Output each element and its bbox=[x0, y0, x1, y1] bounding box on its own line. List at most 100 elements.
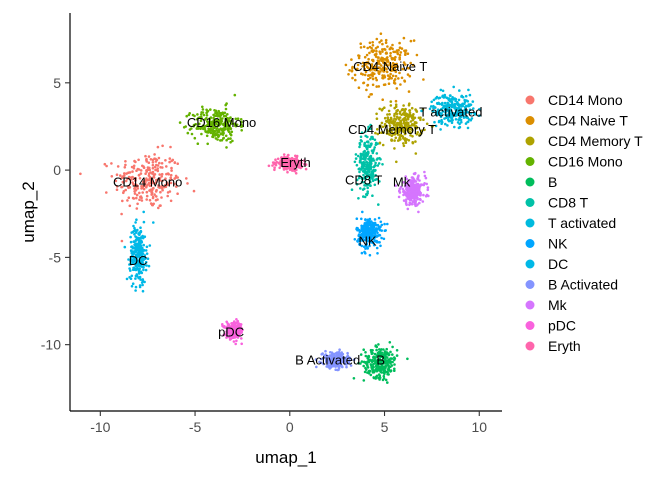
data-point bbox=[403, 137, 407, 140]
data-point bbox=[435, 95, 439, 99]
data-point bbox=[131, 259, 135, 262]
data-point bbox=[103, 162, 107, 166]
data-point bbox=[378, 348, 381, 351]
data-point bbox=[225, 138, 228, 142]
data-point bbox=[438, 96, 442, 100]
data-point bbox=[370, 360, 374, 364]
data-point bbox=[229, 141, 232, 144]
data-point bbox=[361, 225, 364, 229]
data-point bbox=[395, 160, 398, 164]
series-b bbox=[352, 341, 409, 384]
cluster-label: DC bbox=[129, 253, 148, 268]
legend-item: CD4 Memory T bbox=[525, 133, 643, 149]
data-point bbox=[133, 232, 136, 236]
data-point bbox=[386, 222, 389, 226]
data-point bbox=[395, 349, 399, 352]
data-point bbox=[358, 243, 362, 247]
data-point bbox=[194, 123, 198, 126]
data-point bbox=[124, 179, 128, 183]
data-point bbox=[368, 358, 372, 362]
legend-label: NK bbox=[548, 236, 568, 252]
data-point bbox=[219, 122, 223, 125]
data-point bbox=[343, 360, 347, 363]
data-point bbox=[404, 202, 408, 205]
data-point bbox=[142, 268, 145, 272]
data-point bbox=[161, 179, 164, 183]
data-point bbox=[357, 228, 361, 232]
data-point bbox=[204, 130, 207, 133]
data-point bbox=[424, 176, 428, 180]
data-point bbox=[355, 217, 359, 220]
data-point bbox=[365, 140, 369, 144]
data-point bbox=[235, 318, 238, 321]
data-point bbox=[383, 83, 387, 86]
data-point bbox=[395, 354, 399, 357]
data-point bbox=[130, 231, 133, 234]
data-point bbox=[362, 238, 365, 242]
legend-key bbox=[525, 300, 535, 310]
data-point bbox=[230, 122, 233, 125]
data-point bbox=[454, 109, 458, 112]
data-point bbox=[398, 136, 402, 139]
data-point bbox=[374, 131, 377, 135]
data-point bbox=[428, 107, 432, 111]
cluster-label: CD8 T bbox=[345, 173, 382, 188]
data-point bbox=[372, 356, 375, 359]
data-point bbox=[132, 197, 136, 200]
data-point bbox=[408, 125, 411, 128]
data-point bbox=[406, 73, 410, 76]
data-point bbox=[124, 160, 127, 163]
data-point bbox=[462, 112, 466, 115]
data-point bbox=[151, 170, 155, 174]
data-point bbox=[208, 117, 211, 120]
data-point bbox=[358, 141, 362, 145]
data-point bbox=[466, 126, 470, 130]
data-point bbox=[390, 121, 394, 125]
data-point bbox=[229, 116, 232, 119]
data-point bbox=[136, 187, 140, 190]
data-point bbox=[218, 111, 221, 115]
data-point bbox=[344, 63, 348, 67]
data-point bbox=[213, 126, 217, 129]
data-point bbox=[460, 103, 464, 107]
data-point bbox=[142, 187, 146, 191]
data-point bbox=[323, 354, 326, 358]
data-point bbox=[138, 275, 142, 279]
data-point bbox=[389, 54, 392, 58]
data-point bbox=[445, 96, 449, 99]
data-point bbox=[141, 181, 145, 184]
data-point bbox=[388, 113, 391, 116]
data-point bbox=[128, 267, 131, 270]
data-point bbox=[371, 67, 374, 71]
data-point bbox=[365, 172, 369, 176]
data-point bbox=[393, 147, 396, 150]
data-point bbox=[375, 348, 378, 352]
data-point bbox=[114, 179, 118, 183]
data-point bbox=[227, 130, 231, 133]
data-point bbox=[148, 175, 152, 179]
data-point bbox=[352, 358, 356, 362]
data-point bbox=[406, 52, 410, 55]
data-point bbox=[402, 189, 406, 192]
x-axis-title: umap_1 bbox=[255, 448, 316, 467]
data-point bbox=[169, 199, 173, 203]
data-point bbox=[430, 125, 434, 128]
data-point bbox=[412, 113, 415, 116]
cluster-labels-layer: CD14 Mono CD4 Naive T CD4 Memory T CD16 Mon… bbox=[113, 59, 482, 367]
data-point bbox=[372, 376, 376, 380]
data-point bbox=[422, 193, 425, 197]
data-point bbox=[371, 221, 375, 225]
data-point bbox=[139, 169, 143, 172]
data-point bbox=[466, 120, 469, 124]
data-point bbox=[215, 111, 219, 115]
data-point bbox=[457, 98, 461, 102]
data-point bbox=[367, 166, 371, 169]
data-point bbox=[460, 120, 463, 124]
data-point bbox=[393, 78, 397, 81]
data-point bbox=[362, 348, 366, 352]
data-point bbox=[384, 124, 387, 128]
data-point bbox=[371, 173, 375, 176]
data-point bbox=[371, 77, 375, 81]
data-point bbox=[409, 120, 413, 123]
data-point bbox=[134, 277, 137, 280]
